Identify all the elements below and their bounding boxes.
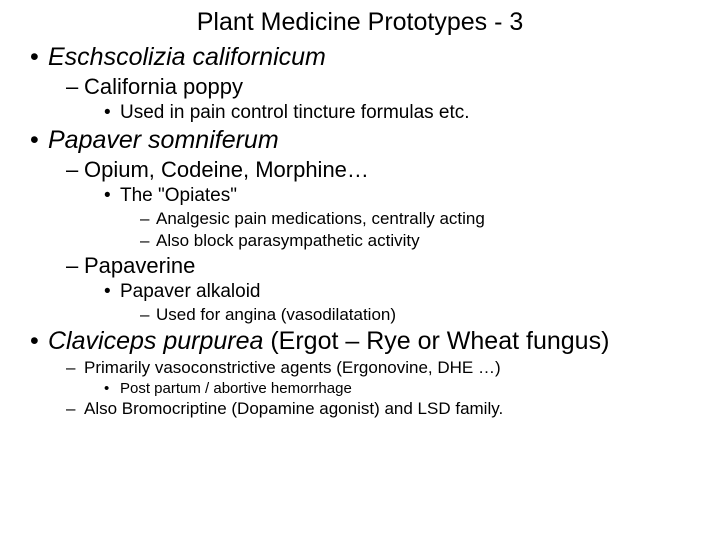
item-text: Used in pain control tincture formulas e… bbox=[120, 102, 470, 123]
item-text: Papaver somniferum bbox=[48, 126, 279, 154]
item-alkaloid: Papaver alkaloid Used for angina (vasodi… bbox=[104, 281, 700, 325]
item-opium: Opium, Codeine, Morphine… The "Opiates" … bbox=[66, 157, 700, 251]
item-text: Claviceps purpurea bbox=[48, 327, 263, 355]
item-parasympathetic: Also block parasympathetic activity bbox=[140, 231, 700, 251]
item-text: Opium, Codeine, Morphine… bbox=[84, 157, 369, 182]
item-text: Eschscolizia californicum bbox=[48, 43, 326, 71]
item-bromocriptine: Also Bromocriptine (Dopamine agonist) an… bbox=[66, 399, 700, 419]
slide: Plant Medicine Prototypes - 3 Eschscoliz… bbox=[0, 0, 720, 429]
item-tail: (Ergot – Rye or Wheat fungus) bbox=[263, 327, 609, 355]
item-text: Papaver alkaloid bbox=[120, 281, 260, 302]
item-claviceps: Claviceps purpurea (Ergot – Rye or Wheat… bbox=[30, 327, 700, 419]
item-opiates: The "Opiates" Analgesic pain medications… bbox=[104, 185, 700, 251]
item-papaver: Papaver somniferum Opium, Codeine, Morph… bbox=[30, 126, 700, 325]
item-pain-control: Used in pain control tincture formulas e… bbox=[104, 102, 700, 124]
item-text: Also Bromocriptine (Dopamine agonist) an… bbox=[84, 399, 503, 418]
item-analgesic: Analgesic pain medications, centrally ac… bbox=[140, 209, 700, 229]
item-california-poppy: California poppy Used in pain control ti… bbox=[66, 74, 700, 124]
item-postpartum: Post partum / abortive hemorrhage bbox=[104, 380, 700, 397]
slide-title: Plant Medicine Prototypes - 3 bbox=[20, 8, 700, 37]
item-text: Also block parasympathetic activity bbox=[156, 231, 420, 250]
item-eschscolizia: Eschscolizia californicum California pop… bbox=[30, 43, 700, 124]
bullet-list-level1: Eschscolizia californicum California pop… bbox=[30, 43, 700, 419]
item-text: Papaverine bbox=[84, 253, 195, 278]
item-text: Post partum / abortive hemorrhage bbox=[120, 380, 352, 397]
item-text: The "Opiates" bbox=[120, 185, 237, 206]
item-text: Analgesic pain medications, centrally ac… bbox=[156, 209, 485, 228]
item-angina: Used for angina (vasodilatation) bbox=[140, 305, 700, 325]
item-papaverine: Papaverine Papaver alkaloid Used for ang… bbox=[66, 253, 700, 325]
item-text: Primarily vasoconstrictive agents (Ergon… bbox=[84, 358, 501, 377]
item-text: Used for angina (vasodilatation) bbox=[156, 305, 396, 324]
item-text: California poppy bbox=[84, 74, 243, 99]
item-vasoconstrictive: Primarily vasoconstrictive agents (Ergon… bbox=[66, 358, 700, 397]
